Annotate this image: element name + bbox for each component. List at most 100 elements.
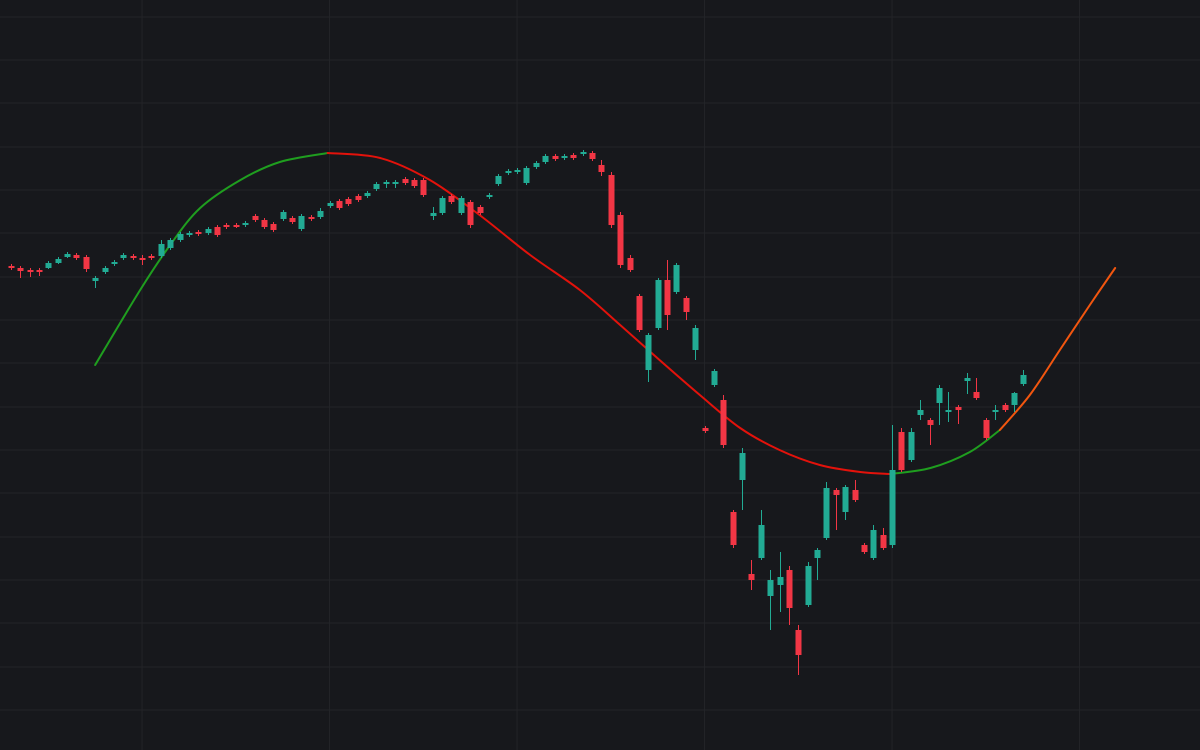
candle-body (711, 371, 718, 385)
candle-body (177, 234, 184, 240)
candle-body (345, 199, 352, 204)
fit-line (998, 267, 1117, 431)
fit-line (889, 429, 1001, 475)
candle-body (252, 216, 259, 220)
candle-body (223, 225, 230, 227)
candle-body (242, 223, 249, 225)
candle-body (580, 152, 587, 154)
candle-body (195, 232, 202, 234)
candle-body (833, 490, 840, 495)
candle-body (83, 257, 90, 269)
candles (8, 150, 1027, 675)
candle-body (767, 580, 774, 596)
candle-body (908, 432, 915, 460)
candle-body (645, 335, 652, 370)
candle-body (336, 201, 343, 208)
candle-body (289, 218, 296, 222)
candle-body (570, 155, 577, 158)
candle-body (17, 268, 24, 271)
candle-body (748, 574, 755, 580)
candle-body (92, 278, 99, 281)
candle-body (280, 212, 287, 219)
candle-body (298, 216, 305, 229)
candle-body (55, 259, 62, 263)
candle-body (673, 265, 680, 292)
candle-body (533, 163, 540, 167)
candle-body (130, 256, 137, 258)
candle-body (955, 407, 962, 410)
candle-body (148, 256, 155, 258)
candle-body (739, 453, 746, 480)
candle-body (870, 530, 877, 558)
candle-body (477, 207, 484, 213)
candle-body (373, 184, 380, 189)
candle-body (823, 488, 830, 538)
candle-body (945, 410, 952, 412)
candle-body (486, 195, 493, 197)
candle-body (514, 170, 521, 172)
candle-body (983, 420, 990, 438)
candle-body (111, 262, 118, 264)
candle-body (167, 240, 174, 248)
fit-lines (94, 152, 1117, 475)
candle-body (598, 165, 605, 172)
candle-body (992, 410, 999, 412)
candle-body (411, 180, 418, 186)
candle-body (927, 420, 934, 425)
candle-body (270, 224, 277, 230)
candle-body (186, 233, 193, 235)
candle-body (936, 388, 943, 403)
candle-body (8, 266, 15, 268)
candle-body (420, 180, 427, 195)
candle-body (702, 428, 709, 431)
candle-body (73, 255, 80, 258)
candle-body (439, 198, 446, 213)
fit-line (94, 152, 329, 366)
candle-body (458, 198, 465, 213)
candle-body (786, 570, 793, 608)
candle-body (683, 298, 690, 312)
candle-body (589, 153, 596, 159)
candle-body (64, 254, 71, 257)
candle-body (327, 203, 334, 206)
candle-body (261, 220, 268, 227)
candle-body (692, 328, 699, 350)
candle-body (205, 229, 212, 233)
candle-body (617, 215, 624, 265)
candle-body (758, 525, 765, 558)
candle-body (1020, 375, 1027, 384)
candle-body (392, 182, 399, 184)
candle-body (805, 566, 812, 605)
candle-body (561, 156, 568, 158)
candle-body (139, 258, 146, 260)
candle-body (552, 156, 559, 159)
candle-body (102, 268, 109, 272)
candle-body (36, 270, 43, 272)
candle-body (1011, 393, 1018, 405)
candle-body (505, 171, 512, 173)
candle-body (467, 202, 474, 225)
candle-body (973, 392, 980, 398)
candle-body (120, 255, 127, 258)
candle-body (814, 550, 821, 558)
candle-body (523, 168, 530, 183)
candle-body (777, 577, 784, 585)
candle-body (364, 193, 371, 196)
candle-body (402, 179, 409, 183)
candle-body (627, 258, 634, 270)
candle-body (383, 182, 390, 184)
candle-body (542, 156, 549, 162)
candle-body (158, 244, 165, 256)
candle-body (317, 211, 324, 217)
candle-body (730, 512, 737, 545)
candle-body (495, 176, 502, 184)
candle-body (448, 196, 455, 202)
candle-body (852, 490, 859, 500)
candle-body (795, 630, 802, 655)
candle-body (720, 400, 727, 445)
candle-body (355, 196, 362, 200)
candle-body (636, 296, 643, 330)
candle-body (233, 225, 240, 227)
